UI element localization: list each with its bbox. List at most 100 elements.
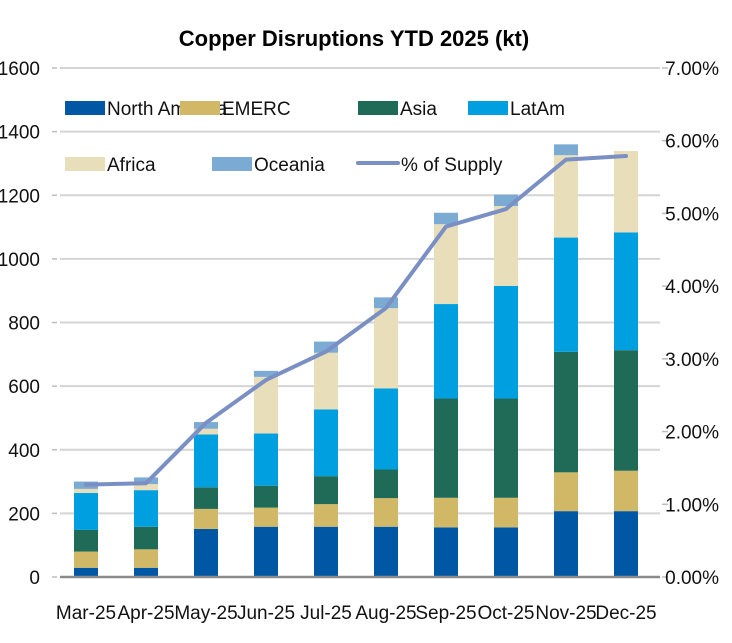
x-tick-label: Mar-25 xyxy=(56,603,116,624)
bar-segment-africa xyxy=(554,155,578,238)
bar-segment-asia xyxy=(374,469,398,499)
bar-segment-north-america xyxy=(74,567,98,577)
legend-swatch xyxy=(65,101,105,115)
bar-segment-latam xyxy=(614,232,638,351)
y-tick-label: 0 xyxy=(29,568,40,589)
bar-segment-africa xyxy=(134,484,158,491)
legend-item-latam: LatAm xyxy=(468,99,565,120)
bar-segment-emerc xyxy=(374,498,398,527)
legend-label: EMERC xyxy=(222,99,291,120)
bar-segment-asia xyxy=(554,351,578,473)
bar-stack-jul-25 xyxy=(314,341,338,577)
y-tick-label: 200 xyxy=(8,504,40,525)
bar-segment-asia xyxy=(194,487,218,509)
bar-segment-emerc xyxy=(314,504,338,527)
bar-segment-north-america xyxy=(554,511,578,577)
bar-segment-latam xyxy=(74,493,98,530)
bar-stack-nov-25 xyxy=(554,144,578,577)
x-tick-label: Dec-25 xyxy=(595,603,656,624)
bar-segment-africa xyxy=(314,352,338,410)
chart-title: Copper Disruptions YTD 2025 (kt) xyxy=(179,26,529,51)
bar-segment-north-america xyxy=(254,526,278,577)
y-tick-label: 1400 xyxy=(0,123,40,144)
legend-swatch xyxy=(180,101,220,115)
bar-segment-asia xyxy=(134,526,158,550)
x-tick-label: Aug-25 xyxy=(355,603,416,624)
bar-segment-asia xyxy=(314,476,338,505)
bar-segment-oceania xyxy=(374,297,398,309)
bar-segment-asia xyxy=(614,350,638,471)
y-tick-label: 1200 xyxy=(0,186,40,207)
legend-item-africa: Africa xyxy=(65,155,156,176)
y2-tick-label: 6.00% xyxy=(665,132,719,153)
bar-segment-north-america xyxy=(314,526,338,577)
x-axis-labels: Mar-25 Apr-25 May-25 Jun-25 Jul-25 Aug-25Sep-… xyxy=(56,603,657,624)
bar-stack-apr-25 xyxy=(134,477,158,577)
bar-segment-africa xyxy=(374,308,398,389)
bar-segment-latam xyxy=(554,237,578,352)
bar-segment-north-america xyxy=(434,527,458,577)
y2-tick-label: 4.00% xyxy=(665,277,719,298)
y-tick-label: 400 xyxy=(8,441,40,462)
bar-segment-emerc xyxy=(134,549,158,568)
bar-segment-north-america xyxy=(494,527,518,577)
bar-segment-asia xyxy=(494,398,518,498)
bar-segment-latam xyxy=(254,433,278,486)
x-tick-label: Nov-25 xyxy=(535,603,596,624)
bar-segment-north-america xyxy=(614,511,638,577)
supply-line-path xyxy=(84,153,628,487)
left-axis-labels: 0 200 400 600 800 1000 1200 1400 1600 xyxy=(0,59,40,589)
bar-segment-latam xyxy=(374,388,398,470)
bar-segment-north-america xyxy=(374,526,398,577)
bar-segment-latam xyxy=(314,409,338,477)
bar-segment-oceania xyxy=(434,212,458,225)
y2-tick-label: 7.00% xyxy=(665,59,719,80)
x-tick-label: Sep-25 xyxy=(415,603,476,624)
bar-stack-sep-25 xyxy=(434,212,458,577)
bar-stack-dec-25 xyxy=(614,151,638,577)
bar-segment-africa xyxy=(494,206,518,286)
y-tick-label: 800 xyxy=(8,314,40,335)
x-tick-label: May-25 xyxy=(174,603,237,624)
y-tick-label: 600 xyxy=(8,377,40,398)
bar-segment-emerc xyxy=(494,497,518,528)
legend-label: % of Supply xyxy=(401,155,503,176)
y-tick-label: 1000 xyxy=(0,250,40,271)
legend-label: Africa xyxy=(107,155,156,176)
bar-segment-africa xyxy=(194,428,218,435)
gridlines xyxy=(60,67,660,515)
y2-tick-label: 3.00% xyxy=(665,350,719,371)
bar-segment-africa xyxy=(74,488,98,494)
bar-segment-north-america xyxy=(134,567,158,577)
bar-stack-jun-25 xyxy=(254,370,278,577)
axes xyxy=(52,67,668,579)
bar-segment-oceania xyxy=(554,144,578,156)
y-tick-label: 1600 xyxy=(0,59,40,80)
bar-segment-latam xyxy=(494,285,518,399)
legend-label: Asia xyxy=(400,99,437,120)
legend-item-oceania: Oceania xyxy=(212,155,325,176)
bar-segment-asia xyxy=(254,485,278,508)
bar-segment-oceania xyxy=(314,341,338,353)
bar-segment-emerc xyxy=(254,507,278,527)
bar-segment-latam xyxy=(194,434,218,488)
bar-segment-emerc xyxy=(554,472,578,512)
legend-label: LatAm xyxy=(510,99,565,120)
y2-tick-label: 0.00% xyxy=(665,568,719,589)
legend-item-percent-of-supply: % of Supply xyxy=(356,155,503,176)
bar-segment-oceania xyxy=(254,370,278,377)
bar-segment-oceania xyxy=(494,194,518,207)
bar-segment-latam xyxy=(134,490,158,527)
bar-stack-aug-25 xyxy=(374,297,398,577)
legend-swatch xyxy=(468,101,508,115)
bar-segment-north-america xyxy=(194,528,218,577)
bar-segment-latam xyxy=(434,304,458,399)
bar-segment-emerc xyxy=(194,508,218,529)
bar-stack-may-25 xyxy=(194,422,218,577)
bar-segment-emerc xyxy=(614,470,638,512)
x-tick-label: Jun-25 xyxy=(237,603,295,624)
y2-tick-label: 2.00% xyxy=(665,423,719,444)
bar-stacks xyxy=(74,144,638,577)
legend-swatch xyxy=(358,101,398,115)
